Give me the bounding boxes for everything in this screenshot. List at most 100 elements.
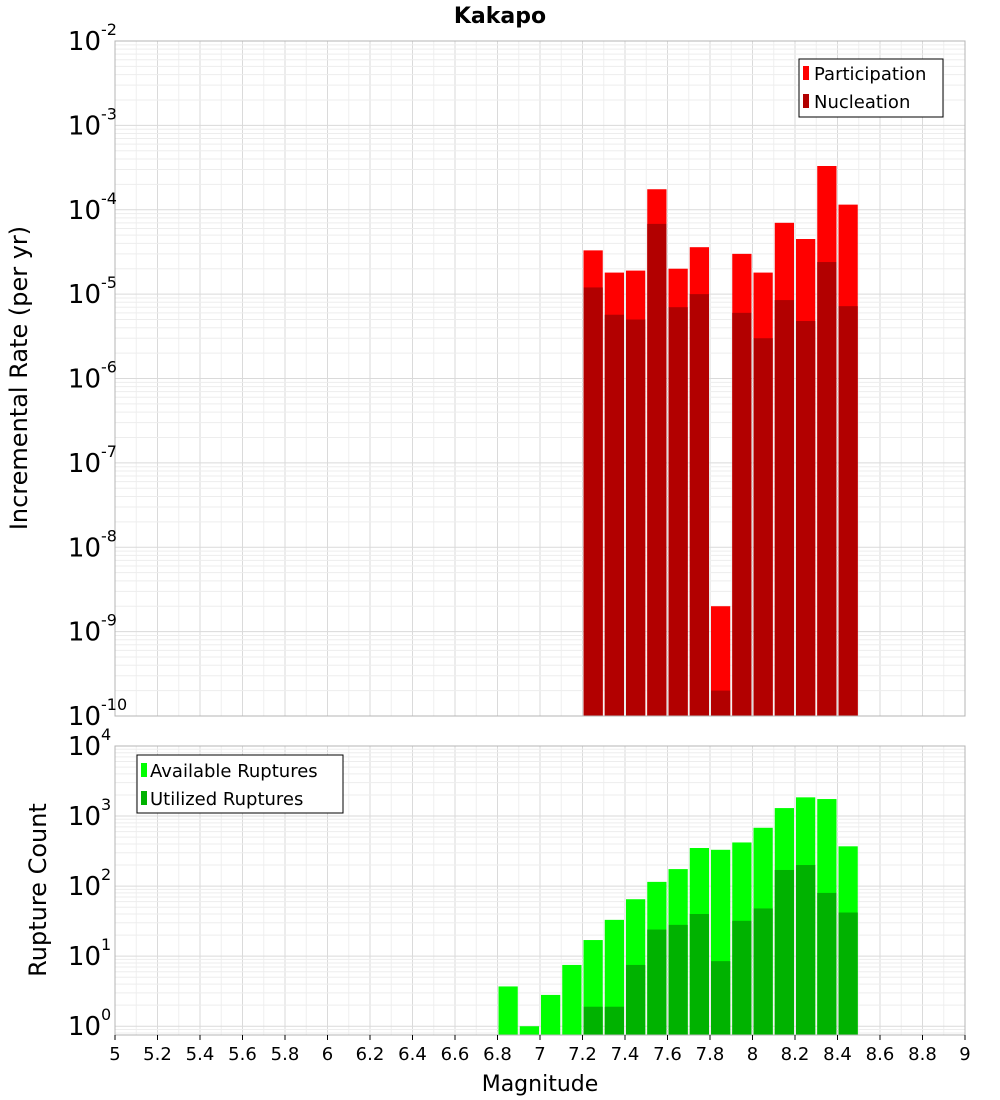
bar-nucleation-8-45 (838, 306, 858, 716)
bar-utilized-ruptures-7-85 (711, 961, 731, 1035)
bar-utilized-ruptures-8-45 (838, 912, 858, 1035)
bar-nucleation-7-55 (647, 223, 667, 716)
x-tick-label: 7.2 (568, 1044, 597, 1065)
bar-utilized-ruptures-7-25 (583, 1006, 603, 1035)
x-tick-label: 5.4 (186, 1044, 215, 1065)
legend-label-available: Available Ruptures (150, 761, 318, 782)
x-tick-label: 6.6 (441, 1044, 470, 1065)
legend-box (136, 754, 344, 814)
legend-label-utilized: Utilized Ruptures (150, 789, 303, 810)
bar-utilized-ruptures-8-05 (753, 908, 773, 1035)
x-tick-label: 6.4 (398, 1044, 427, 1065)
bar-nucleation-7-95 (732, 312, 752, 716)
y-tick-exponent: 3 (101, 795, 111, 814)
y-tick-exponent: -4 (101, 189, 117, 208)
bar-nucleation-7-75 (689, 294, 709, 716)
y-tick-exponent: 4 (101, 725, 111, 744)
bar-nucleation-7-65 (668, 307, 688, 716)
x-tick-label: 5.6 (228, 1044, 257, 1065)
legend-swatch-nucleation (803, 94, 809, 108)
chart-title: Kakapo (454, 4, 546, 29)
bar-nucleation-8-35 (817, 262, 837, 716)
count-plot-bars (498, 797, 858, 1035)
bar-nucleation-7-25 (583, 287, 603, 716)
rate-plot-frame (114, 40, 966, 717)
y-tick-label: 10 (68, 280, 101, 310)
x-tick-label: 6.8 (483, 1044, 512, 1065)
x-tick-label: 5.2 (143, 1044, 172, 1065)
y-tick-label: 10 (68, 533, 101, 563)
bar-available-ruptures-6-95 (519, 1026, 539, 1035)
y-tick-label: 10 (68, 732, 101, 762)
count-plot-x-ticks: 5 5.2 5.4 5.6 5.8 6 6.2 6.4 6.6 6.8 7 7.2 7.4 7.6 7.8 8… (109, 1035, 971, 1065)
bar-available-ruptures-7-35 (604, 919, 624, 1035)
y-tick-exponent: 0 (101, 1005, 111, 1024)
y-tick-label: 10 (68, 802, 101, 832)
bar-available-ruptures-7-05 (541, 994, 561, 1035)
legend-box (798, 58, 944, 118)
bar-utilized-ruptures-7-95 (732, 920, 752, 1035)
bar-nucleation-8-25 (796, 321, 816, 716)
legend-swatch-participation (803, 66, 809, 80)
y-tick-exponent: -2 (101, 20, 117, 39)
y-tick-exponent: 2 (101, 865, 111, 884)
bar-participation-7-85 (711, 606, 731, 716)
legend-label-participation: Participation (814, 64, 926, 85)
rate-plot-bars (583, 166, 858, 717)
rate-plot-grid (114, 40, 966, 717)
x-tick-label: 5.8 (271, 1044, 300, 1065)
x-tick-label: 7.6 (653, 1044, 682, 1065)
bar-nucleation-8-05 (753, 338, 773, 716)
y-tick-exponent: -9 (101, 611, 117, 630)
y-tick-exponent: -6 (101, 358, 117, 377)
y-tick-label: 10 (68, 942, 101, 972)
x-tick-label: 8.2 (781, 1044, 810, 1065)
bar-nucleation-8-15 (774, 300, 794, 716)
bar-utilized-ruptures-8-35 (817, 892, 837, 1035)
y-tick-label: 10 (68, 196, 101, 226)
y-tick-exponent: -8 (101, 526, 117, 545)
x-tick-label: 6 (322, 1044, 333, 1065)
rate-plot-legend: Participation Nucleation (798, 58, 944, 118)
bar-utilized-ruptures-7-45 (626, 964, 646, 1035)
bar-utilized-ruptures-8-25 (796, 865, 816, 1035)
rate-plot-y-axis-label: Incremental Rate (per yr) (5, 226, 33, 530)
legend-swatch-utilized (141, 791, 147, 805)
y-tick-label: 10 (68, 27, 101, 57)
bar-nucleation-7-45 (626, 319, 646, 716)
bar-nucleation-7-85 (711, 690, 731, 716)
y-tick-label: 10 (68, 1012, 101, 1042)
bar-utilized-ruptures-7-75 (689, 914, 709, 1035)
x-tick-label: 7 (534, 1044, 545, 1065)
x-tick-label: 8.8 (908, 1044, 937, 1065)
count-plot-y-axis-label: Rupture Count (24, 803, 52, 977)
x-tick-label: 8.6 (866, 1044, 895, 1065)
y-tick-label: 10 (68, 618, 101, 648)
y-tick-exponent: -5 (101, 273, 117, 292)
legend-swatch-available (141, 763, 147, 777)
y-tick-label: 10 (68, 365, 101, 395)
x-tick-label: 8.4 (823, 1044, 852, 1065)
y-tick-label: 10 (68, 449, 101, 479)
bar-utilized-ruptures-7-55 (647, 929, 667, 1035)
y-tick-label: 10 (68, 702, 101, 732)
y-tick-label: 10 (68, 111, 101, 141)
legend-label-nucleation: Nucleation (814, 92, 910, 113)
x-tick-label: 8 (747, 1044, 758, 1065)
x-tick-label: 5 (109, 1044, 120, 1065)
y-tick-exponent: -10 (101, 695, 127, 714)
x-tick-label: 9 (959, 1044, 970, 1065)
bar-available-ruptures-6-85 (498, 986, 518, 1035)
count-plot-legend: Available Ruptures Utilized Ruptures (136, 754, 344, 814)
x-tick-label: 7.4 (611, 1044, 640, 1065)
bar-utilized-ruptures-7-35 (604, 1006, 624, 1035)
y-tick-exponent: 1 (101, 935, 111, 954)
y-tick-exponent: -7 (101, 442, 117, 461)
bar-available-ruptures-7-15 (562, 964, 582, 1035)
y-tick-exponent: -3 (101, 104, 117, 123)
